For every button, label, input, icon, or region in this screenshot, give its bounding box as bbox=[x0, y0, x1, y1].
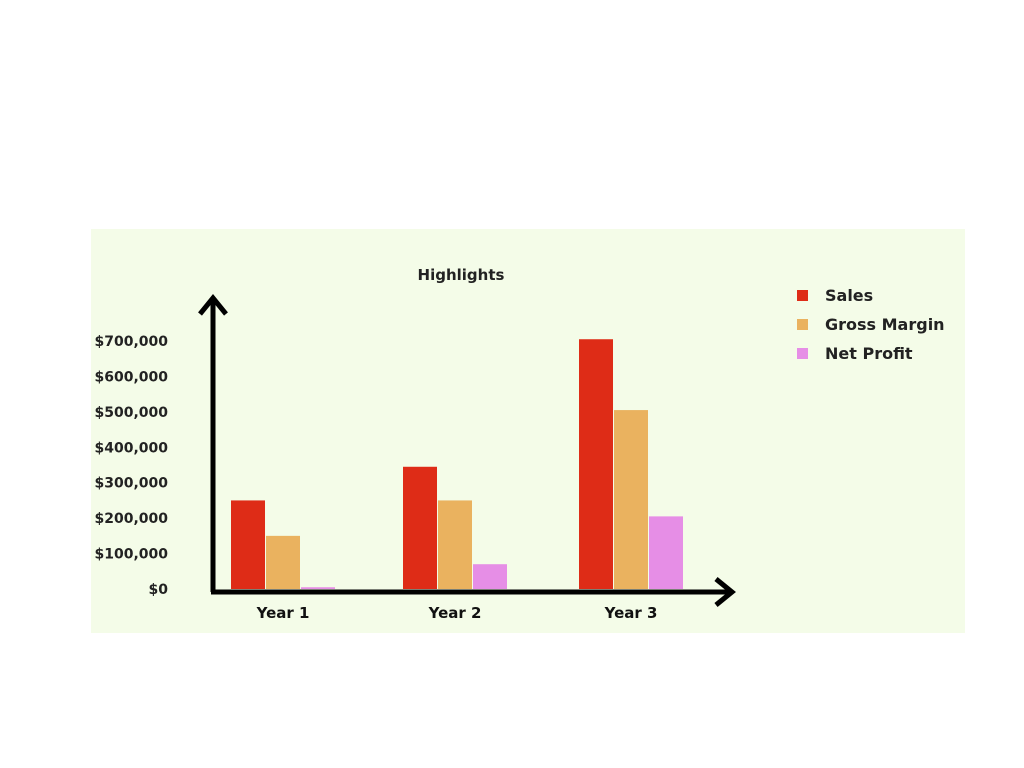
bar-gross-margin-year-3 bbox=[614, 410, 648, 589]
bar-sales-year-1 bbox=[231, 500, 265, 589]
y-tick-label: $400,000 bbox=[94, 440, 168, 456]
legend-swatch bbox=[797, 319, 808, 330]
x-tick-label: Year 3 bbox=[604, 604, 658, 622]
y-tick-label: $200,000 bbox=[94, 511, 168, 527]
y-axis-arrowhead bbox=[198, 294, 228, 316]
bars bbox=[231, 339, 683, 589]
bar-gross-margin-year-2 bbox=[438, 500, 472, 589]
chart-axes bbox=[198, 294, 736, 607]
y-tick-label: $600,000 bbox=[94, 369, 168, 385]
y-tick-label: $0 bbox=[149, 582, 169, 598]
x-tick-label: Year 2 bbox=[428, 604, 482, 622]
legend-label: Sales bbox=[825, 286, 873, 305]
legend-label: Gross Margin bbox=[825, 315, 945, 334]
bar-sales-year-3 bbox=[579, 339, 613, 589]
bar-net-profit-year-1 bbox=[301, 587, 335, 589]
legend-swatch bbox=[797, 290, 808, 301]
bar-net-profit-year-2 bbox=[473, 564, 507, 589]
bar-net-profit-year-3 bbox=[649, 516, 683, 589]
y-tick-label: $700,000 bbox=[94, 334, 168, 350]
legend-label: Net Profit bbox=[825, 344, 913, 363]
x-tick-label: Year 1 bbox=[256, 604, 310, 622]
x-axis-arrowhead bbox=[714, 577, 736, 607]
y-tick-label: $300,000 bbox=[94, 476, 168, 492]
legend-swatch bbox=[797, 348, 808, 359]
bar-gross-margin-year-1 bbox=[266, 535, 300, 589]
y-tick-label: $100,000 bbox=[94, 547, 168, 563]
bar-sales-year-2 bbox=[403, 466, 437, 589]
y-tick-label: $500,000 bbox=[94, 405, 168, 421]
x-tick-labels: Year 1 Year 2 Year 3 bbox=[256, 604, 658, 622]
legend: Sales Gross Margin Net Profit bbox=[797, 286, 945, 363]
chart-title: Highlights bbox=[418, 266, 505, 284]
y-tick-labels: $0 $100,000 $200,000 $300,000 $400,000 $500,0… bbox=[94, 334, 168, 598]
